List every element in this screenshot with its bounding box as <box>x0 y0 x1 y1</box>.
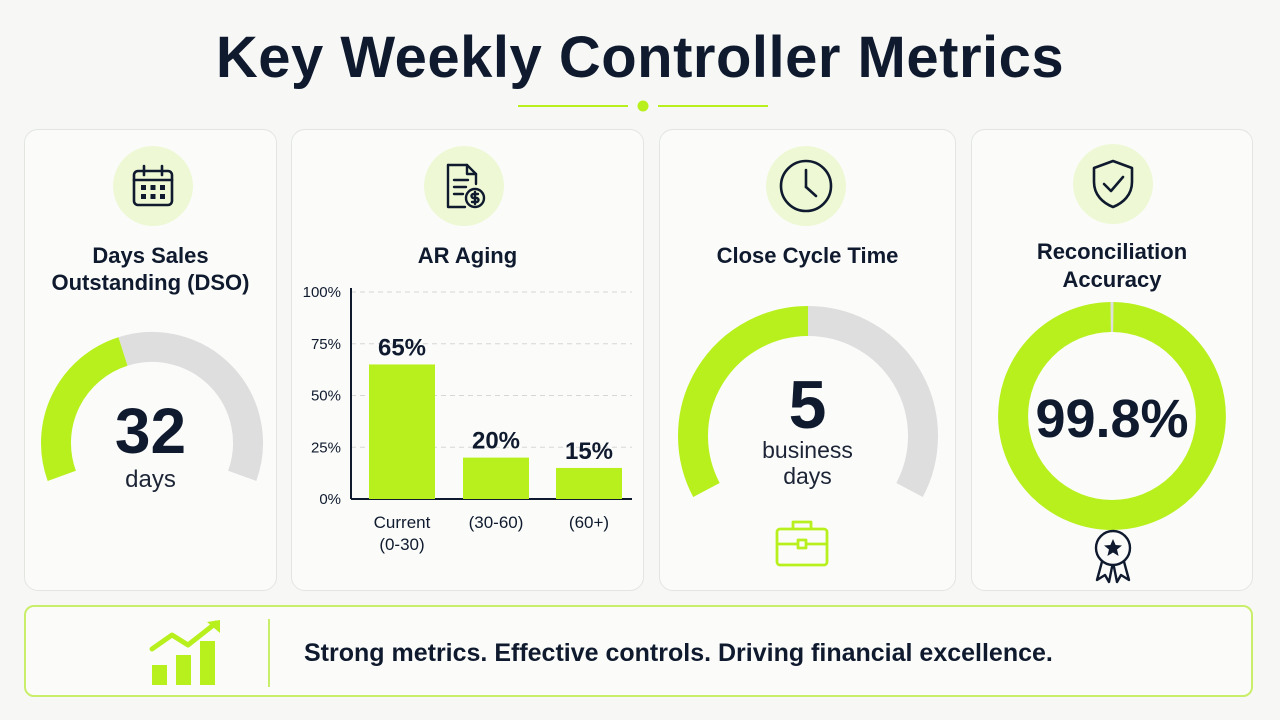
dso-unit: days <box>125 466 176 493</box>
close-cycle-gauge-track <box>807 306 938 498</box>
dso-gauge-fill <box>41 337 128 481</box>
close-cycle-value: 5 <box>788 367 827 443</box>
close-cycle-gauge <box>678 306 938 498</box>
bar <box>369 364 435 499</box>
reconciliation-title-line1: Reconciliation <box>1036 239 1188 264</box>
y-tick-label: 0% <box>319 491 341 508</box>
title-divider <box>518 100 768 112</box>
close-cycle-card: Close Cycle Time 5 business days <box>659 129 956 591</box>
dso-gauge-track <box>118 332 263 481</box>
bar-data-label: 20% <box>472 428 520 455</box>
ar-aging-title: AR Aging <box>417 243 518 268</box>
close-cycle-unit-line2: days <box>783 463 832 489</box>
clock-icon <box>766 146 846 226</box>
dso-value: 32 <box>114 395 187 467</box>
bar-data-label: 65% <box>378 334 426 361</box>
shield-check-icon <box>1073 144 1153 224</box>
reconciliation-ring-fill-2 <box>998 302 1113 530</box>
summary-banner: Strong metrics. Effective controls. Driv… <box>24 605 1253 697</box>
close-cycle-unit-line1: business <box>762 437 853 463</box>
invoice-dollar-icon <box>424 146 504 226</box>
x-tick-label: Current <box>374 513 431 532</box>
reconciliation-title-line2: Accuracy <box>1062 267 1162 292</box>
bar <box>556 467 622 499</box>
award-ribbon-icon <box>1094 529 1132 584</box>
x-tick-label: (60+) <box>569 513 609 532</box>
reconciliation-ring-fill <box>1111 302 1226 530</box>
ar-aging-card: AR Aging 0% 25% 50% 75% 100% 65% Current (0-30)… <box>291 129 644 591</box>
growth-chart-icon <box>149 620 220 685</box>
bar-data-label: 15% <box>565 438 613 465</box>
ar-aging-chart: 0% 25% 50% 75% 100% 65% Current (0-30) 20% (30-60… <box>303 284 632 554</box>
bar <box>463 457 529 499</box>
page-title: Key Weekly Controller Metrics <box>215 25 1065 90</box>
close-cycle-title: Close Cycle Time <box>716 243 899 268</box>
y-tick-label: 75% <box>311 336 341 353</box>
dso-title-line1: Days Sales <box>92 243 209 268</box>
x-tick-label: (30-60) <box>469 513 524 532</box>
briefcase-icon <box>775 520 829 567</box>
dso-card: Days Sales Outstanding (DSO) 32 days <box>24 129 277 591</box>
reconciliation-card: Reconciliation Accuracy 99.8% <box>971 129 1253 591</box>
close-cycle-gauge-fill <box>678 306 809 498</box>
reconciliation-ring <box>998 302 1226 530</box>
dso-gauge <box>41 332 263 481</box>
banner-divider <box>268 619 270 687</box>
summary-text: Strong metrics. Effective controls. Driv… <box>304 639 1053 667</box>
y-tick-label: 25% <box>311 439 341 456</box>
y-tick-label: 100% <box>303 284 341 301</box>
calendar-icon <box>113 146 193 226</box>
x-tick-label: (0-30) <box>379 535 424 554</box>
dso-title-line2: Outstanding (DSO) <box>51 270 250 295</box>
reconciliation-value: 99.8% <box>1035 389 1189 449</box>
y-tick-label: 50% <box>311 388 341 405</box>
